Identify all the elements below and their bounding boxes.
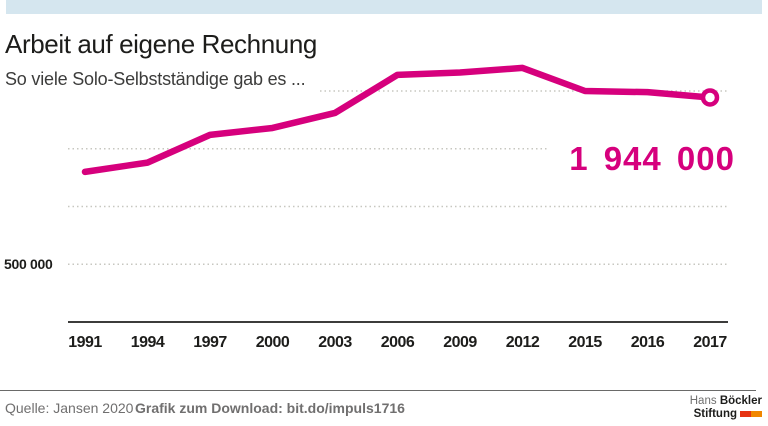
chart-subtitle: So viele Solo-Selbstständige gab es ... [5, 69, 306, 89]
x-axis-label: 2003 [318, 334, 352, 351]
x-axis-label: 2009 [443, 334, 477, 351]
x-axis-label: 1991 [68, 334, 102, 351]
x-axis-label: 2017 [693, 334, 727, 351]
x-axis-label: 2006 [380, 334, 415, 351]
x-axis-label: 1997 [193, 334, 227, 351]
end-marker [700, 88, 720, 107]
x-axis-label: 2012 [505, 334, 540, 351]
page-title: Arbeit auf eigene Rechnung [5, 29, 317, 59]
x-axis-label: 1994 [130, 334, 165, 351]
source-note: Quelle: Jansen 2020 [5, 400, 134, 416]
y-axis-tick-label: 500 000 [4, 256, 53, 272]
logo-line2: Stiftung [690, 408, 762, 421]
end-value-label: 1 944 000 [569, 140, 735, 177]
hans-boeckler-stiftung-logo: Hans Böckler Stiftung [690, 395, 762, 420]
x-axis-labels: 1991 1994 1997 2000 2003 2006 2009 2012 2015 2016… [0, 334, 768, 356]
download-link[interactable]: Grafik zum Download: bit.do/impuls1716 [135, 400, 405, 416]
footer-divider [0, 390, 756, 391]
logo-red-block [740, 410, 751, 417]
logo-stiftung: Stiftung [693, 407, 737, 420]
x-axis-label: 2016 [630, 334, 665, 351]
logo-hans: Hans [689, 395, 717, 407]
x-axis-label: 2000 [255, 334, 290, 351]
trend-line [81, 64, 714, 176]
x-axis-label: 2015 [568, 334, 602, 351]
logo-line1: Hans Böckler [690, 395, 762, 408]
header-accent-bar [6, 0, 762, 14]
logo-orange-block [751, 410, 762, 417]
logo-color-blocks [740, 408, 762, 421]
logo-boeckler: Böckler [719, 395, 762, 407]
